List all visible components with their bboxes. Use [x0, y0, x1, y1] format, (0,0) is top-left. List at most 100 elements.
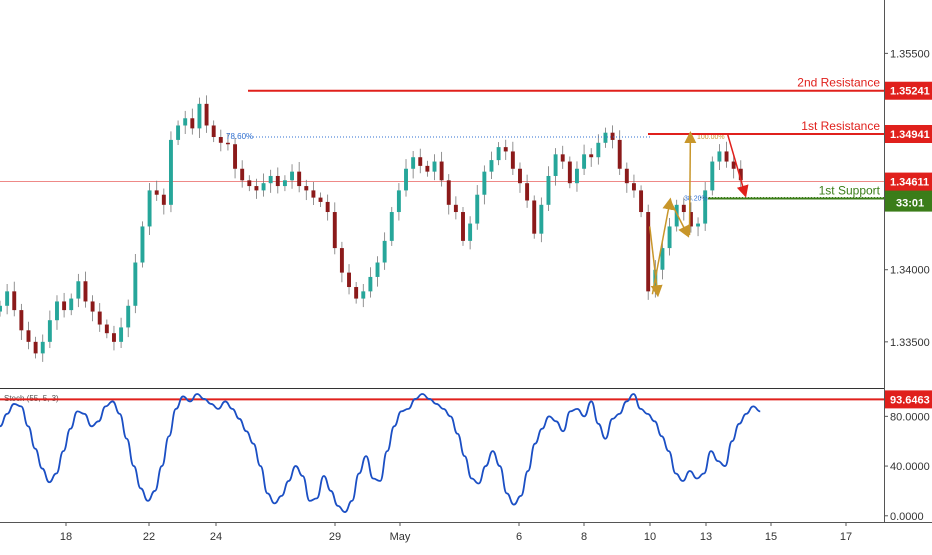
candle-body: [311, 190, 316, 198]
candle-body: [90, 301, 95, 312]
candle-body: [354, 287, 359, 299]
time-tick-label: May: [390, 531, 411, 543]
time-tick-label: 24: [210, 531, 222, 543]
candle-body: [83, 281, 88, 302]
level-badge-1: [885, 81, 932, 100]
candle-body: [425, 165, 430, 172]
candle-body: [5, 291, 10, 306]
candle-body: [282, 180, 287, 187]
projection-arrow: [726, 133, 749, 198]
candle-body: [204, 103, 209, 126]
candle-body: [240, 168, 245, 181]
candle-body: [667, 226, 672, 249]
candle-body: [268, 175, 273, 184]
candle-body: [19, 310, 24, 331]
stoch-tick-label: 0.0000: [890, 511, 924, 523]
candle-body: [617, 139, 622, 169]
candle-body: [453, 204, 458, 213]
time-tick-label: 15: [765, 531, 777, 543]
candle-body: [275, 175, 280, 187]
candle-body: [112, 333, 116, 342]
price-tick-label: 1.35500: [890, 48, 930, 60]
stoch-line: [0, 393, 761, 513]
candle-body: [190, 118, 195, 129]
countdown-badge: [885, 193, 932, 212]
candle-body: [97, 311, 102, 325]
candle-body: [610, 132, 615, 140]
candle-body: [439, 161, 444, 181]
candle-body: [596, 142, 601, 158]
candle-body: [26, 330, 31, 342]
candle-body: [660, 248, 665, 270]
current-price-label: 1.34611: [890, 177, 929, 189]
time-tick-label: 17: [840, 531, 852, 543]
candle-body: [731, 161, 736, 169]
candle-body: [233, 144, 238, 169]
time-tick-label: 13: [700, 531, 712, 543]
candle-body: [375, 262, 380, 277]
candle-body: [560, 154, 565, 162]
candle-body: [646, 212, 651, 292]
stoch-tick-label: 40.0000: [890, 461, 930, 473]
candle-body: [347, 272, 351, 288]
candle-body: [461, 212, 465, 241]
fib-382-label: 38.20%: [684, 195, 708, 202]
candle-body: [218, 137, 223, 143]
candle-body: [62, 301, 67, 311]
time-tick-label: 6: [516, 531, 522, 543]
stoch-tick-label: 80.0000: [890, 411, 930, 423]
candle-body: [304, 186, 309, 191]
time-tick-label: 22: [143, 531, 155, 543]
candle-body: [738, 168, 743, 181]
candle-body: [225, 142, 230, 145]
level-badge-label-1: 1.35241: [890, 86, 930, 98]
candle-body: [33, 341, 38, 354]
candle-body: [681, 204, 686, 213]
candle-body: [546, 175, 551, 205]
level-badge-label-2: 1.34941: [890, 129, 930, 141]
current-price-badge: [885, 172, 932, 191]
candle-body: [674, 204, 679, 227]
candle-body: [154, 190, 159, 195]
candle-body: [404, 168, 408, 191]
time-tick-label: 18: [60, 531, 72, 543]
candle-body: [368, 276, 373, 292]
candle-body: [589, 154, 594, 158]
candle-body: [482, 171, 487, 195]
candle-body: [168, 139, 173, 205]
candle-body: [703, 190, 708, 224]
time-tick-label: 29: [329, 531, 341, 543]
candle-body: [176, 125, 181, 140]
stoch-pane: Stoch (55, 5, 3): [0, 393, 884, 513]
level-badge-2: [885, 124, 932, 143]
candle-body: [411, 157, 416, 169]
stoch-level-label: 93.6463: [890, 394, 930, 406]
candle-body: [503, 147, 508, 152]
candle-body: [133, 262, 138, 306]
candle-body: [710, 161, 715, 191]
level-name-3: 1st Support: [819, 183, 881, 197]
swing-arrow: [669, 200, 690, 238]
candle-body: [247, 180, 252, 187]
candle-body: [724, 151, 729, 162]
candle-body: [325, 201, 330, 213]
candle-body: [197, 103, 202, 129]
candle-body: [475, 194, 480, 224]
candle-body: [688, 212, 693, 227]
candle-body: [510, 151, 515, 169]
candle-body: [382, 240, 387, 263]
candle-body: [161, 194, 166, 205]
candle-body: [446, 180, 451, 205]
candle-body: [631, 183, 636, 191]
candle-body: [518, 168, 522, 184]
candle-body: [254, 186, 259, 191]
candle-body: [261, 183, 266, 191]
candle-body: [525, 183, 530, 201]
countdown-label: 33:01: [896, 198, 924, 210]
axes: 1.355001.345001.340001.3350080.000040.00…: [0, 0, 932, 543]
time-tick-label: 10: [644, 531, 656, 543]
